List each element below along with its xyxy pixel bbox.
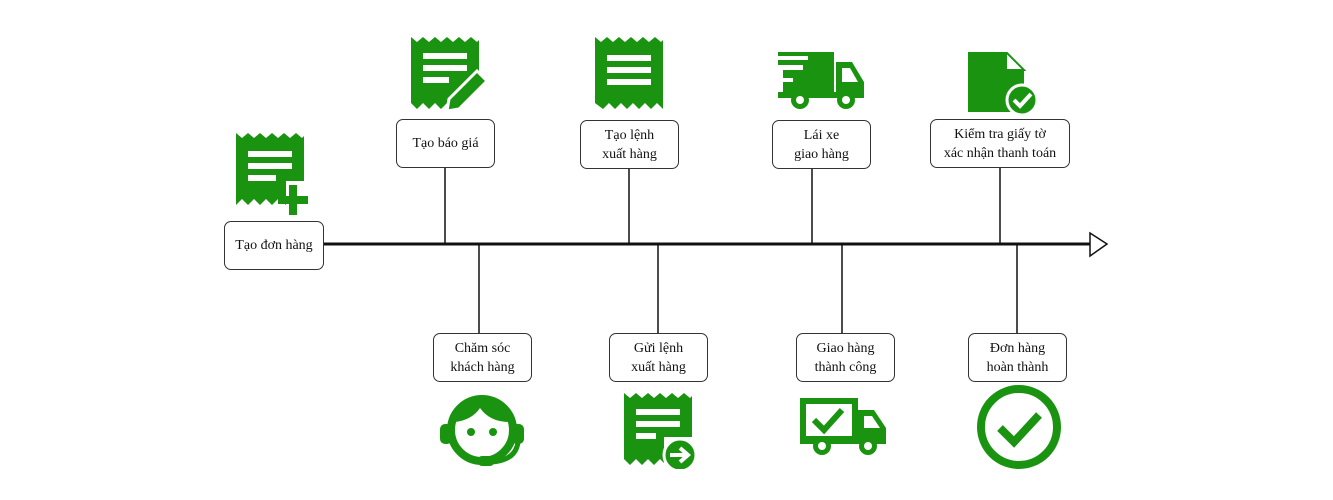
check-circle-icon bbox=[977, 385, 1061, 469]
step-drive-box: Lái xe giao hàng bbox=[772, 120, 871, 169]
truck-check-icon bbox=[800, 398, 886, 455]
step-order-done-box: Đơn hàng hoàn thành bbox=[968, 333, 1067, 382]
receipt-edit-icon bbox=[411, 37, 489, 111]
step-create-order-label: Tạo đơn hàng bbox=[235, 238, 313, 253]
step-verify-payment-box: Kiểm tra giấy tờ xác nhận thanh toán bbox=[930, 119, 1070, 168]
step-customer-care-box: Chăm sóc khách hàng bbox=[433, 333, 532, 382]
step-create-order-box: Tạo đơn hàng bbox=[224, 221, 324, 270]
receipt-arrow-icon bbox=[624, 393, 696, 469]
step-delivered-label: Giao hàng thành công bbox=[814, 340, 877, 375]
step-delivered-box: Giao hàng thành công bbox=[796, 333, 895, 382]
step-send-export-label: Gửi lệnh xuất hàng bbox=[631, 340, 686, 375]
headset-agent-icon bbox=[440, 395, 524, 466]
document-check-icon bbox=[968, 52, 1038, 116]
step-create-quote-box: Tạo báo giá bbox=[396, 119, 495, 168]
step-create-export-box: Tạo lệnh xuất hàng bbox=[580, 120, 679, 169]
step-order-done-label: Đơn hàng hoàn thành bbox=[986, 340, 1049, 375]
delivery-truck-icon bbox=[778, 52, 864, 109]
step-customer-care-label: Chăm sóc khách hàng bbox=[450, 340, 515, 375]
step-create-quote-label: Tạo báo giá bbox=[412, 136, 479, 151]
timeline-arrowhead bbox=[1089, 231, 1109, 258]
step-create-export-label: Tạo lệnh xuất hàng bbox=[602, 127, 657, 162]
step-drive-label: Lái xe giao hàng bbox=[794, 127, 849, 162]
step-send-export-box: Gửi lệnh xuất hàng bbox=[609, 333, 708, 382]
step-verify-payment-label: Kiểm tra giấy tờ xác nhận thanh toán bbox=[943, 126, 1057, 161]
receipt-plus-icon bbox=[236, 133, 308, 215]
receipt-lines-icon bbox=[595, 37, 663, 109]
